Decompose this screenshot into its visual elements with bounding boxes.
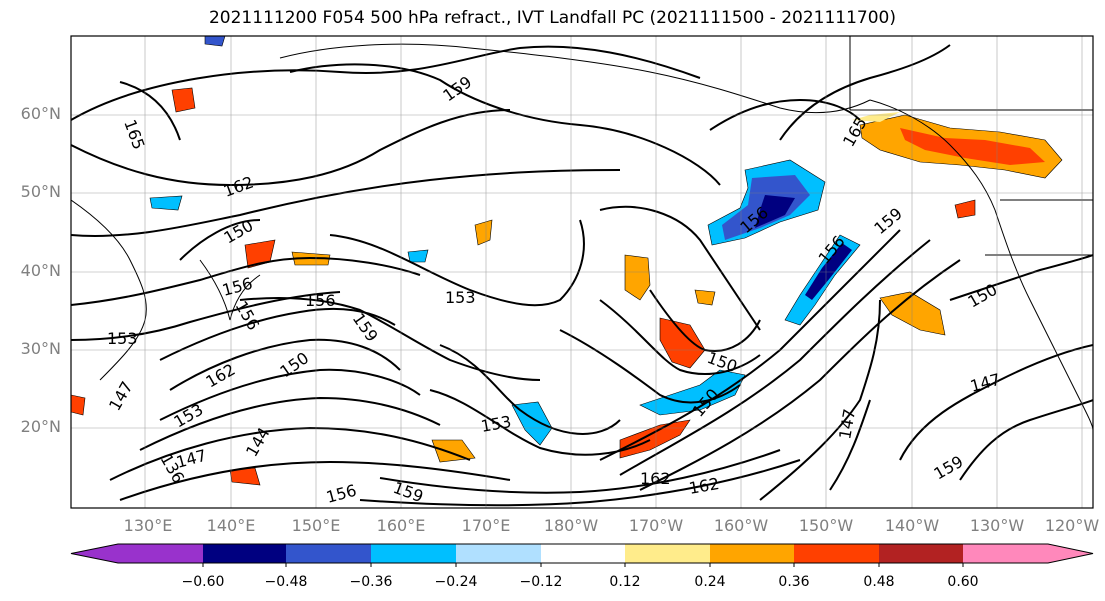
colorbar-tick: −0.60 <box>181 574 225 590</box>
lat-label: 60°N <box>20 104 61 123</box>
negative-patch-small-2 <box>149 195 183 211</box>
colorbar-segment <box>879 544 963 563</box>
colorbar-segment <box>963 544 1048 563</box>
lon-label: 140°W <box>884 516 940 535</box>
negative-band-lower <box>639 369 746 416</box>
colorbar-tick: 0.24 <box>694 574 726 590</box>
colorbar-segment <box>541 544 625 563</box>
contour-label: 162 <box>640 469 671 488</box>
contour-label: 153 <box>107 329 138 348</box>
lon-label: 150°E <box>291 516 341 535</box>
colorbar-tick: 0.12 <box>609 574 641 590</box>
map-frame <box>70 35 1094 509</box>
colorbar-tick: −0.36 <box>349 574 393 590</box>
lon-label: 120°W <box>1044 516 1100 535</box>
colorbar-tick: 0.60 <box>947 574 979 590</box>
anomaly-patches <box>71 36 1063 486</box>
colorbar-segment <box>286 544 371 563</box>
light-patch-alaska <box>852 112 900 122</box>
positive-patch-south <box>431 439 476 463</box>
colorbar-tick: −0.48 <box>264 574 308 590</box>
positive-patch-center <box>659 317 706 369</box>
lon-label: 150°W <box>798 516 854 535</box>
colorbar-extend-max <box>1048 544 1093 563</box>
lat-label: 20°N <box>20 417 61 436</box>
colorbar-tick: −0.24 <box>434 574 478 590</box>
lon-label: 140°E <box>206 516 256 535</box>
colorbar-tick: 0.48 <box>863 574 895 590</box>
lat-label: 40°N <box>20 261 61 280</box>
positive-patch-small <box>694 289 716 306</box>
colorbar-segment <box>710 544 794 563</box>
lon-label: 170°W <box>628 516 684 535</box>
colorbar-tick: −0.12 <box>519 574 563 590</box>
positive-patch-60n <box>171 87 196 113</box>
colorbar-segment <box>456 544 541 563</box>
positive-patch-edge <box>71 394 86 416</box>
colorbar-segment <box>118 544 203 563</box>
positive-patch-west <box>474 219 493 246</box>
positive-patch-center-outer <box>624 254 651 301</box>
colorbar-extend-min <box>71 544 118 563</box>
negative-patch-small-3 <box>204 36 226 47</box>
lat-label: 30°N <box>20 339 61 358</box>
colorbar-segment <box>794 544 879 563</box>
coastlines <box>71 36 1093 431</box>
colorbar-outline <box>70 543 1094 564</box>
colorbar-segment <box>371 544 456 563</box>
lon-label: 130°E <box>123 516 173 535</box>
positive-patch-baja <box>954 199 976 219</box>
colorbar-segment <box>625 544 710 563</box>
lon-label: 130°W <box>969 516 1025 535</box>
grid-lines <box>71 36 1093 508</box>
lon-label: 170°E <box>461 516 511 535</box>
negative-patch-gulf-deep <box>755 195 795 228</box>
negative-band-core <box>805 243 852 300</box>
colorbar <box>70 543 1094 567</box>
contour-label: 153 <box>445 288 476 307</box>
positive-patch-lower-band <box>619 419 691 459</box>
colorbar-segment <box>203 544 286 563</box>
strong-patch-alaska <box>900 128 1045 165</box>
negative-patch-small-1 <box>511 401 553 446</box>
negative-patch-small-4 <box>407 249 429 263</box>
colorbar-tick: 0.36 <box>778 574 810 590</box>
positive-patch-east <box>879 291 946 336</box>
lat-label: 50°N <box>20 182 61 201</box>
lon-label: 160°W <box>713 516 769 535</box>
lon-label: 160°E <box>376 516 426 535</box>
contour-label: 156 <box>305 291 336 310</box>
map-title: 2021111200 F054 500 hPa refract., IVT La… <box>208 8 896 28</box>
lon-label: 180°W <box>543 516 599 535</box>
